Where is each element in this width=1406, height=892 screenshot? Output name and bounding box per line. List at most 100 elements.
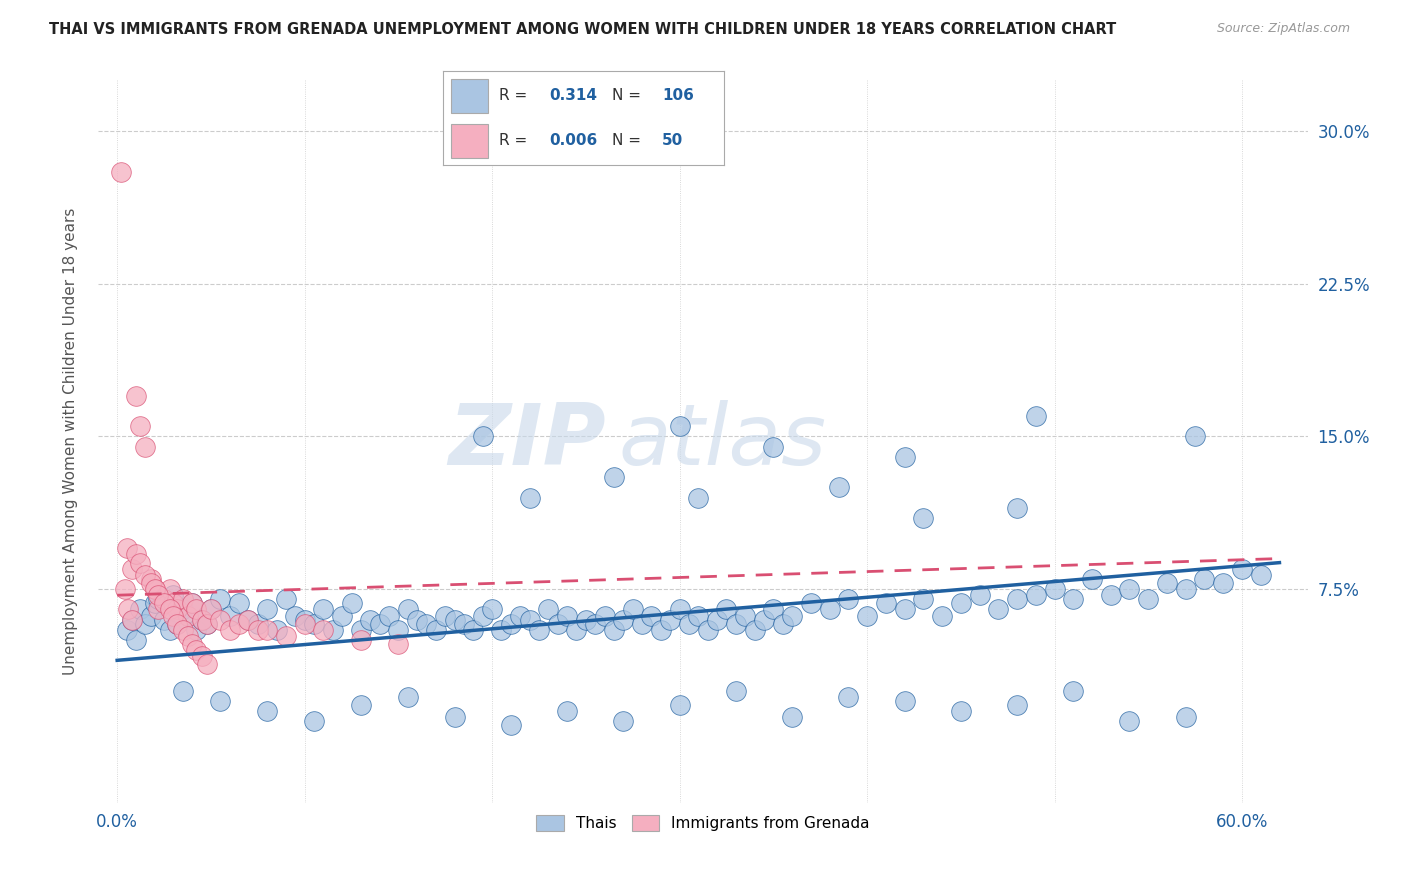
Point [181,596,204,610]
Point [499,718,522,732]
Point [1137,592,1160,607]
Point [537,602,560,616]
Point [678,616,700,631]
Point [238,613,260,627]
Point [453,616,475,631]
FancyBboxPatch shape [451,124,488,158]
Point [166,602,188,616]
Point [218,608,240,623]
Point [949,596,972,610]
Point [762,602,785,616]
Point [752,613,775,627]
Point [1118,582,1140,596]
Point [688,491,710,505]
Point [330,608,353,623]
Point [128,419,150,434]
Point [153,596,176,610]
Point [114,582,136,596]
Point [631,616,654,631]
Point [134,567,156,582]
Point [1005,592,1028,607]
Point [121,613,143,627]
Point [471,429,494,443]
Point [256,623,278,637]
Point [322,623,344,637]
Point [1081,572,1104,586]
Point [359,613,381,627]
Point [406,613,429,627]
Point [184,643,207,657]
Legend: Thais, Immigrants from Grenada: Thais, Immigrants from Grenada [529,807,877,838]
Y-axis label: Unemployment Among Women with Children Under 18 years: Unemployment Among Women with Children U… [63,208,77,675]
Point [463,623,485,637]
Point [181,637,204,651]
Point [195,616,218,631]
Point [162,588,184,602]
Point [706,613,728,627]
Point [818,602,841,616]
Point [716,602,738,616]
Point [565,623,588,637]
Point [139,576,162,591]
Point [583,616,606,631]
Point [209,613,232,627]
Point [1062,592,1084,607]
Point [612,714,634,729]
Point [134,440,156,454]
Point [762,440,785,454]
Point [368,616,391,631]
Point [218,623,240,637]
Point [1194,572,1216,586]
Text: R =: R = [499,133,533,148]
Point [148,592,170,607]
Point [190,649,212,664]
Point [668,419,690,434]
Point [724,684,747,698]
Point [387,623,409,637]
Point [228,616,250,631]
Point [893,694,915,708]
Point [415,616,437,631]
Point [143,582,166,596]
Point [266,623,288,637]
Point [340,596,363,610]
Point [294,613,316,627]
Point [190,613,212,627]
Point [443,613,465,627]
Point [1184,429,1206,443]
Text: 0.006: 0.006 [550,133,598,148]
Point [396,602,419,616]
Point [200,602,222,616]
Point [856,608,879,623]
Point [434,608,457,623]
Point [621,602,644,616]
Point [1174,710,1197,724]
Point [519,491,541,505]
Point [166,616,188,631]
Point [603,623,626,637]
Point [134,616,156,631]
Point [195,657,218,672]
Point [1250,567,1272,582]
Point [143,582,166,596]
Point [931,608,953,623]
Text: R =: R = [499,88,533,103]
Text: THAI VS IMMIGRANTS FROM GRENADA UNEMPLOYMENT AMONG WOMEN WITH CHILDREN UNDER 18 : THAI VS IMMIGRANTS FROM GRENADA UNEMPLOY… [49,22,1116,37]
Point [115,623,138,637]
Point [110,165,132,179]
Point [378,608,401,623]
Point [302,616,325,631]
Point [159,582,181,596]
Point [668,602,690,616]
Point [238,613,260,627]
Point [312,602,335,616]
Point [837,592,859,607]
Point [519,613,541,627]
Point [121,562,143,576]
Point [650,623,672,637]
Point [387,637,409,651]
Point [166,616,188,631]
Text: N =: N = [612,133,645,148]
Point [593,608,616,623]
Point [1025,409,1047,423]
